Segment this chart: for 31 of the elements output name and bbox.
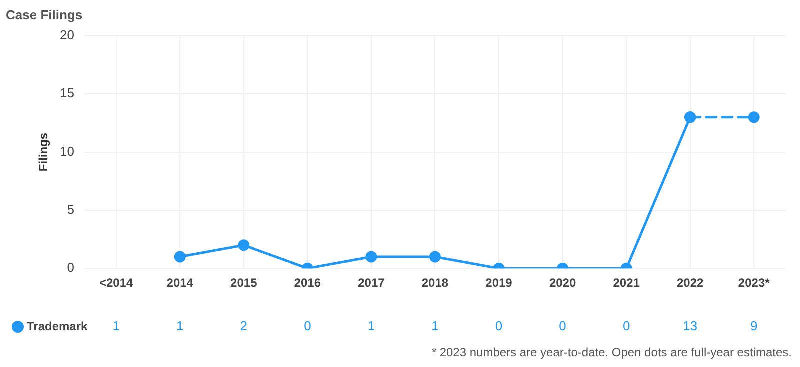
data-label: 0 xyxy=(495,318,503,334)
y-axis-title: Filings xyxy=(36,132,50,172)
chart-title: Case Filings xyxy=(6,8,83,23)
legend-label: Trademark xyxy=(27,319,88,334)
x-tick-label: 2016 xyxy=(294,276,322,290)
x-tick-label: 2022 xyxy=(676,276,704,290)
x-tick-label: 2021 xyxy=(613,276,640,290)
data-label: 13 xyxy=(683,318,698,334)
x-tick-label: 2023* xyxy=(738,276,770,290)
text: * 2023 numbers are year-to-date. Open dots are full-year estimates. xyxy=(432,345,792,360)
x-tick-label: 2018 xyxy=(422,276,449,290)
data-label: 1 xyxy=(368,318,376,334)
data-label: 1 xyxy=(176,318,184,334)
x-tick-label: <2014 xyxy=(99,276,134,290)
data-label: 0 xyxy=(559,318,566,334)
y-tick-label: 20 xyxy=(60,28,74,43)
x-tick-label: 2015 xyxy=(230,276,258,290)
data-label: 0 xyxy=(304,318,312,334)
x-tick-label: 2020 xyxy=(549,276,576,290)
x-tick-label: 2014 xyxy=(166,276,194,290)
y-tick-label: 10 xyxy=(60,144,74,159)
y-tick-label: 15 xyxy=(60,86,74,101)
x-tick-label: 2017 xyxy=(358,276,386,290)
data-label: 2 xyxy=(240,318,248,334)
data-label: 0 xyxy=(622,318,630,334)
y-tick-label: 0 xyxy=(67,260,74,276)
text: 9 xyxy=(750,318,758,334)
y-tick-label: 5 xyxy=(67,202,74,218)
data-label: 1 xyxy=(432,318,439,334)
x-tick-label: 2019 xyxy=(486,276,513,290)
text: 1 xyxy=(112,318,120,334)
